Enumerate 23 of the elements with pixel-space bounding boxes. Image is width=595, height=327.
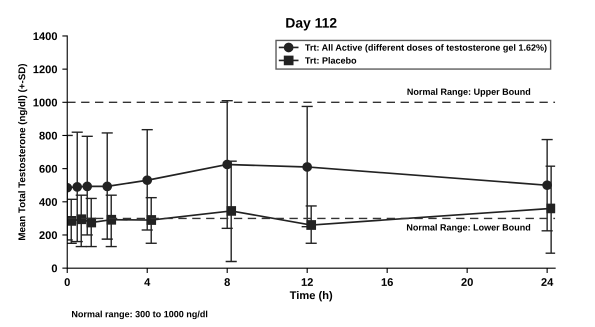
y-tick-label: 1400 — [33, 32, 58, 40]
legend-label: Trt: Placebo — [305, 57, 356, 64]
text: Normal range: 300 to 1000 ng/dl — [72, 310, 208, 320]
x-tick-label: 8 — [224, 278, 230, 286]
x-tick-label: 20 — [461, 278, 473, 286]
x-tick-label: 24 — [541, 278, 554, 286]
y-tick-label: 1000 — [33, 98, 58, 106]
x-axis-title: Time (h) — [290, 291, 332, 302]
legend-label: Trt: All Active (different doses of testosterone gel 1.62%) — [305, 44, 547, 53]
ref-line-label: Normal Range: Upper Bound — [407, 88, 530, 97]
y-tick-label: 1200 — [33, 65, 58, 74]
y-tick-label: 600 — [39, 164, 58, 173]
x-tick-label: 16 — [382, 278, 393, 286]
y-tick-label: 200 — [39, 231, 58, 240]
y-tick-label: 0 — [52, 264, 58, 272]
chart-title: Day 112 — [286, 18, 337, 31]
x-tick-label: 0 — [64, 278, 70, 286]
y-axis-title: Mean Total Testosterone (ng/dl) (+-SD) — [18, 64, 28, 240]
y-tick-label: 800 — [39, 132, 58, 140]
x-tick-label: 12 — [302, 278, 313, 286]
ref-line-label: Normal Range: Lower Bound — [406, 224, 530, 232]
x-tick-label: 4 — [144, 278, 150, 286]
y-tick-label: 400 — [39, 198, 58, 206]
